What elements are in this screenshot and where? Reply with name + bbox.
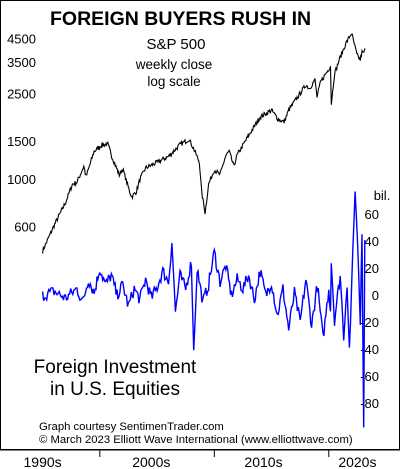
bottom-label-line-2: in U.S. Equities bbox=[50, 379, 180, 400]
right-tick-label: -40 bbox=[360, 342, 379, 357]
credit-line-1: Graph courtesy SentimenTrader.com bbox=[39, 421, 224, 433]
right-tick-label: 0 bbox=[372, 288, 379, 303]
x-axis-ticks: 1990s 2000s 2010s 2020s bbox=[0, 449, 400, 469]
chart-frame bbox=[0, 0, 400, 450]
right-tick-label: 60 bbox=[365, 207, 379, 222]
top-note-weekly: weekly close bbox=[135, 57, 213, 72]
bottom-label-line-1: Foreign Investment bbox=[34, 357, 197, 378]
x-tick-label: 1990s bbox=[24, 454, 62, 469]
left-tick-label: 1500 bbox=[7, 134, 36, 149]
sp500-series bbox=[42, 33, 366, 254]
left-tick-label: 4500 bbox=[7, 31, 36, 46]
foreign-investment-series bbox=[41, 191, 366, 428]
right-tick-label: 40 bbox=[365, 234, 379, 249]
right-tick-label: -60 bbox=[360, 369, 379, 384]
x-tick-label: 2020s bbox=[338, 454, 376, 469]
left-tick-label: 3500 bbox=[7, 55, 36, 70]
bottom-unit-label: bil. bbox=[374, 188, 391, 203]
sp500-line bbox=[42, 33, 366, 254]
top-note-log: log scale bbox=[147, 74, 200, 89]
chart-title: FOREIGN BUYERS RUSH IN bbox=[50, 8, 311, 30]
right-tick-label: 20 bbox=[365, 261, 379, 276]
x-tick-label: 2000s bbox=[132, 454, 170, 469]
credit-line-2: © March 2023 Elliott Wave International … bbox=[39, 434, 353, 446]
left-tick-label: 600 bbox=[14, 220, 36, 235]
x-tick-label: 2010s bbox=[244, 454, 282, 469]
right-tick-label: -80 bbox=[360, 396, 379, 411]
foreign-investment-line bbox=[41, 191, 366, 428]
left-tick-label: 2500 bbox=[7, 86, 36, 101]
left-tick-label: 1000 bbox=[7, 172, 36, 187]
left-axis-ticks: 4500 3500 2500 1500 1000 600 bbox=[7, 31, 36, 234]
top-subtitle: S&P 500 bbox=[147, 36, 206, 53]
